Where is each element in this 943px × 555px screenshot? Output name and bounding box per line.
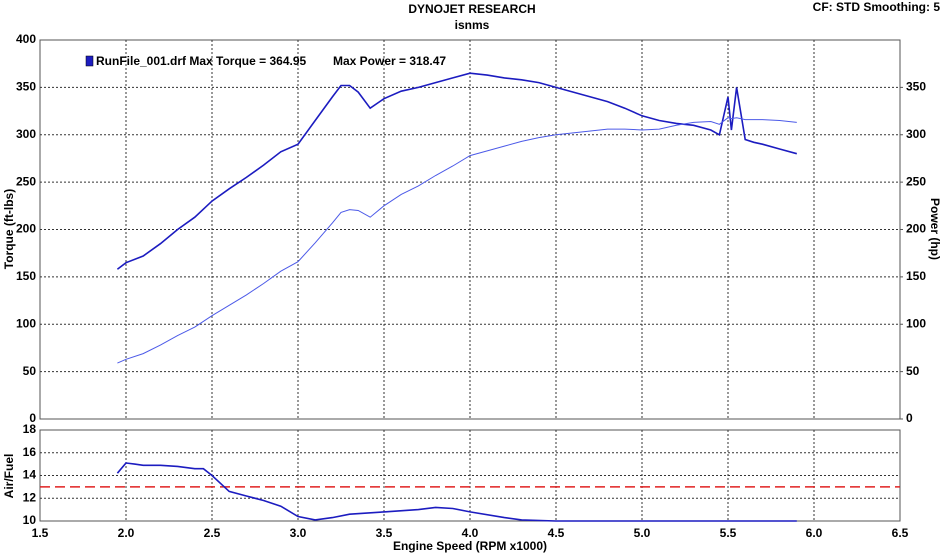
chart-title: DYNOJET RESEARCH — [408, 2, 535, 16]
data-line — [117, 117, 797, 364]
y2-tick-label: 300 — [906, 127, 926, 141]
x-tick-label: 5.0 — [634, 526, 651, 540]
y-tick-label: 50 — [23, 364, 37, 378]
x-tick-label: 4.5 — [548, 526, 565, 540]
x-tick-label: 2.0 — [118, 526, 135, 540]
y2-axis-label: Power (hp) — [928, 198, 942, 260]
x-tick-label: 4.0 — [462, 526, 479, 540]
y-tick-label: 18 — [23, 422, 37, 436]
y-axis-label: Torque (ft-lbs) — [2, 189, 16, 269]
x-tick-label: 6.0 — [806, 526, 823, 540]
y-tick-label: 400 — [16, 32, 36, 46]
y-tick-label: 150 — [16, 269, 36, 283]
y-tick-label: 350 — [16, 80, 36, 94]
legend-entry: Max Power = 318.47 — [333, 54, 446, 68]
x-tick-label: 5.5 — [720, 526, 737, 540]
y-tick-label: 300 — [16, 127, 36, 141]
y-tick-label: 12 — [23, 490, 37, 504]
legend-entry: RunFile_001.drf Max Torque = 364.95 — [96, 54, 307, 68]
y-tick-label: 0 — [29, 411, 36, 425]
y2-tick-label: 100 — [906, 316, 926, 330]
y2-tick-label: 150 — [906, 269, 926, 283]
y2-tick-label: 50 — [906, 364, 920, 378]
x-tick-label: 1.5 — [32, 526, 49, 540]
x-tick-label: 2.5 — [204, 526, 221, 540]
y-tick-label: 200 — [16, 222, 36, 236]
x-tick-label: 3.5 — [376, 526, 393, 540]
x-axis-label: Engine Speed (RPM x1000) — [393, 539, 547, 553]
x-tick-label: 3.0 — [290, 526, 307, 540]
y-axis-label: Air/Fuel — [2, 454, 16, 499]
y-tick-label: 14 — [23, 468, 37, 482]
y2-tick-label: 250 — [906, 174, 926, 188]
y2-tick-label: 0 — [906, 411, 913, 425]
y2-tick-label: 350 — [906, 80, 926, 94]
chart-subtitle: isnms — [455, 18, 490, 32]
y-tick-label: 100 — [16, 316, 36, 330]
y2-tick-label: 200 — [906, 222, 926, 236]
legend-swatch — [85, 55, 94, 67]
y-tick-label: 16 — [23, 445, 37, 459]
data-line — [116, 462, 797, 522]
annotation: CF: STD Smoothing: 5 — [813, 0, 941, 14]
x-tick-label: 6.5 — [892, 526, 909, 540]
y-tick-label: 10 — [23, 513, 37, 527]
y-tick-label: 250 — [16, 174, 36, 188]
